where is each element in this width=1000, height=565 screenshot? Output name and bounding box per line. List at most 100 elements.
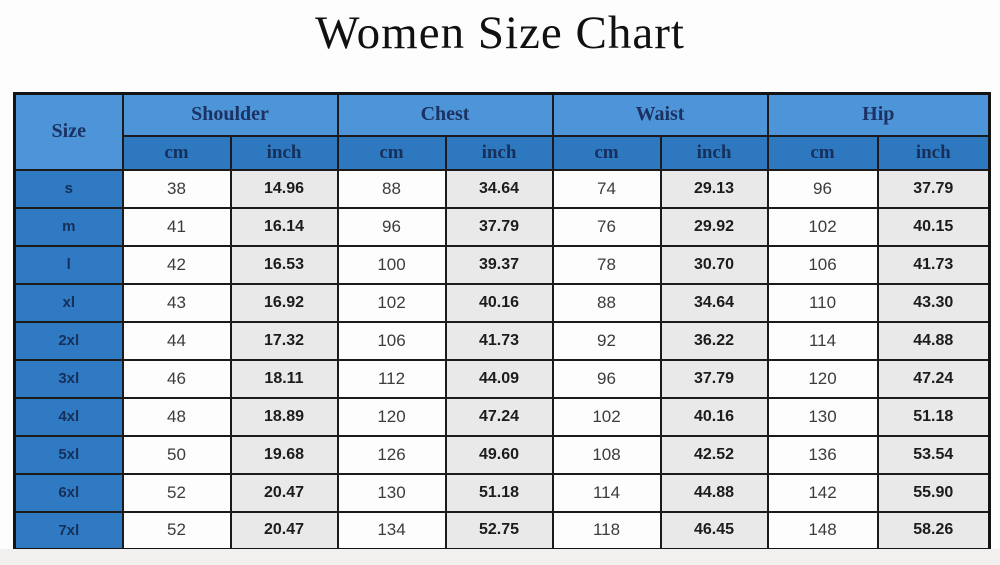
cell-chest-inch: 40.16 (444, 282, 554, 323)
cell-chest-cm: 102 (336, 282, 447, 323)
cell-waist-cm: 78 (551, 244, 662, 285)
cell-shoulder-inch: 14.96 (229, 168, 339, 209)
cell-waist-inch: 44.88 (659, 472, 769, 513)
cell-shoulder-cm: 52 (121, 472, 232, 513)
cell-waist-cm: 114 (551, 472, 662, 513)
table-row-4xl: 4xl 48 18.89 120 47.24 102 40.16 130 51.… (13, 396, 991, 437)
table-row-m: m 41 16.14 96 37.79 76 29.92 102 40.15 (13, 206, 991, 247)
cell-shoulder-cm: 43 (121, 282, 232, 323)
cell-waist-inch: 46.45 (659, 510, 769, 551)
cell-hip-inch: 47.24 (876, 358, 991, 399)
cell-waist-inch: 40.16 (659, 396, 769, 437)
cell-size: s (13, 168, 124, 209)
table-row-5xl: 5xl 50 19.68 126 49.60 108 42.52 136 53.… (13, 434, 991, 475)
size-column-header: Size (13, 92, 124, 171)
women-size-chart-table: Size Shoulder Chest Waist Hip cm inch cm… (13, 92, 992, 551)
cell-chest-inch: 49.60 (444, 434, 554, 475)
table-row-s: s 38 14.96 88 34.64 74 29.13 96 37.79 (13, 168, 991, 209)
cell-waist-cm: 108 (551, 434, 662, 475)
cell-hip-inch: 43.30 (876, 282, 991, 323)
cell-shoulder-cm: 50 (121, 434, 232, 475)
cell-hip-cm: 130 (766, 396, 879, 437)
cell-waist-inch: 30.70 (659, 244, 769, 285)
cell-shoulder-cm: 48 (121, 396, 232, 437)
cell-hip-inch: 58.26 (876, 510, 991, 551)
cell-hip-cm: 114 (766, 320, 879, 361)
cell-shoulder-cm: 52 (121, 510, 232, 551)
cell-chest-cm: 120 (336, 396, 447, 437)
cell-waist-cm: 88 (551, 282, 662, 323)
cell-size: l (13, 244, 124, 285)
cell-chest-inch: 34.64 (444, 168, 554, 209)
waist-inch-header: inch (659, 134, 769, 171)
cell-chest-inch: 41.73 (444, 320, 554, 361)
cell-waist-inch: 34.64 (659, 282, 769, 323)
chest-cm-header: cm (336, 134, 447, 171)
cell-chest-cm: 96 (336, 206, 447, 247)
cell-chest-inch: 51.18 (444, 472, 554, 513)
cell-size: xl (13, 282, 124, 323)
cell-shoulder-inch: 17.32 (229, 320, 339, 361)
shoulder-cm-header: cm (121, 134, 232, 171)
cell-hip-inch: 41.73 (876, 244, 991, 285)
cell-chest-inch: 39.37 (444, 244, 554, 285)
table-row-7xl: 7xl 52 20.47 134 52.75 118 46.45 148 58.… (13, 510, 991, 551)
cell-chest-cm: 112 (336, 358, 447, 399)
cell-waist-inch: 29.13 (659, 168, 769, 209)
cell-shoulder-inch: 16.14 (229, 206, 339, 247)
cell-size: 7xl (13, 510, 124, 551)
page-title: Women Size Chart (315, 7, 685, 59)
cell-chest-inch: 44.09 (444, 358, 554, 399)
cell-hip-inch: 40.15 (876, 206, 991, 247)
waist-group-header: Waist (551, 92, 769, 137)
cell-waist-inch: 29.92 (659, 206, 769, 247)
table-row-2xl: 2xl 44 17.32 106 41.73 92 36.22 114 44.8… (13, 320, 991, 361)
cell-shoulder-inch: 16.92 (229, 282, 339, 323)
cell-chest-cm: 130 (336, 472, 447, 513)
hip-inch-header: inch (876, 134, 991, 171)
cell-hip-cm: 136 (766, 434, 879, 475)
category-header-row: Size Shoulder Chest Waist Hip (13, 92, 991, 171)
cell-waist-inch: 37.79 (659, 358, 769, 399)
cell-chest-cm: 88 (336, 168, 447, 209)
cell-hip-cm: 106 (766, 244, 879, 285)
table-row-xl: xl 43 16.92 102 40.16 88 34.64 110 43.30 (13, 282, 991, 323)
cell-shoulder-inch: 16.53 (229, 244, 339, 285)
cell-size: 5xl (13, 434, 124, 475)
hip-group-header: Hip (766, 92, 991, 137)
chest-group-header: Chest (336, 92, 554, 137)
cell-size: 2xl (13, 320, 124, 361)
cell-hip-cm: 148 (766, 510, 879, 551)
cell-hip-cm: 96 (766, 168, 879, 209)
cell-chest-inch: 47.24 (444, 396, 554, 437)
unit-header-row: cm inch cm inch cm inch cm inch (15, 134, 991, 171)
cell-waist-inch: 36.22 (659, 320, 769, 361)
hip-cm-header: cm (766, 134, 879, 171)
cell-hip-cm: 120 (766, 358, 879, 399)
cell-waist-cm: 102 (551, 396, 662, 437)
cell-size: 4xl (13, 396, 124, 437)
cell-chest-cm: 126 (336, 434, 447, 475)
cell-chest-cm: 134 (336, 510, 447, 551)
cell-shoulder-cm: 38 (121, 168, 232, 209)
cell-shoulder-cm: 44 (121, 320, 232, 361)
cell-hip-cm: 110 (766, 282, 879, 323)
shoulder-inch-header: inch (229, 134, 339, 171)
shoulder-group-header: Shoulder (121, 92, 339, 137)
cell-hip-inch: 37.79 (876, 168, 991, 209)
cell-hip-inch: 55.90 (876, 472, 991, 513)
cell-shoulder-cm: 41 (121, 206, 232, 247)
cell-shoulder-inch: 20.47 (229, 472, 339, 513)
cell-waist-cm: 74 (551, 168, 662, 209)
cell-hip-inch: 53.54 (876, 434, 991, 475)
cell-hip-inch: 51.18 (876, 396, 991, 437)
table-row-3xl: 3xl 46 18.11 112 44.09 96 37.79 120 47.2… (13, 358, 991, 399)
table-row-6xl: 6xl 52 20.47 130 51.18 114 44.88 142 55.… (13, 472, 991, 513)
cell-chest-inch: 52.75 (444, 510, 554, 551)
cell-shoulder-inch: 18.89 (229, 396, 339, 437)
cell-waist-cm: 92 (551, 320, 662, 361)
cell-chest-cm: 100 (336, 244, 447, 285)
cell-hip-cm: 102 (766, 206, 879, 247)
cell-waist-cm: 96 (551, 358, 662, 399)
waist-cm-header: cm (551, 134, 662, 171)
